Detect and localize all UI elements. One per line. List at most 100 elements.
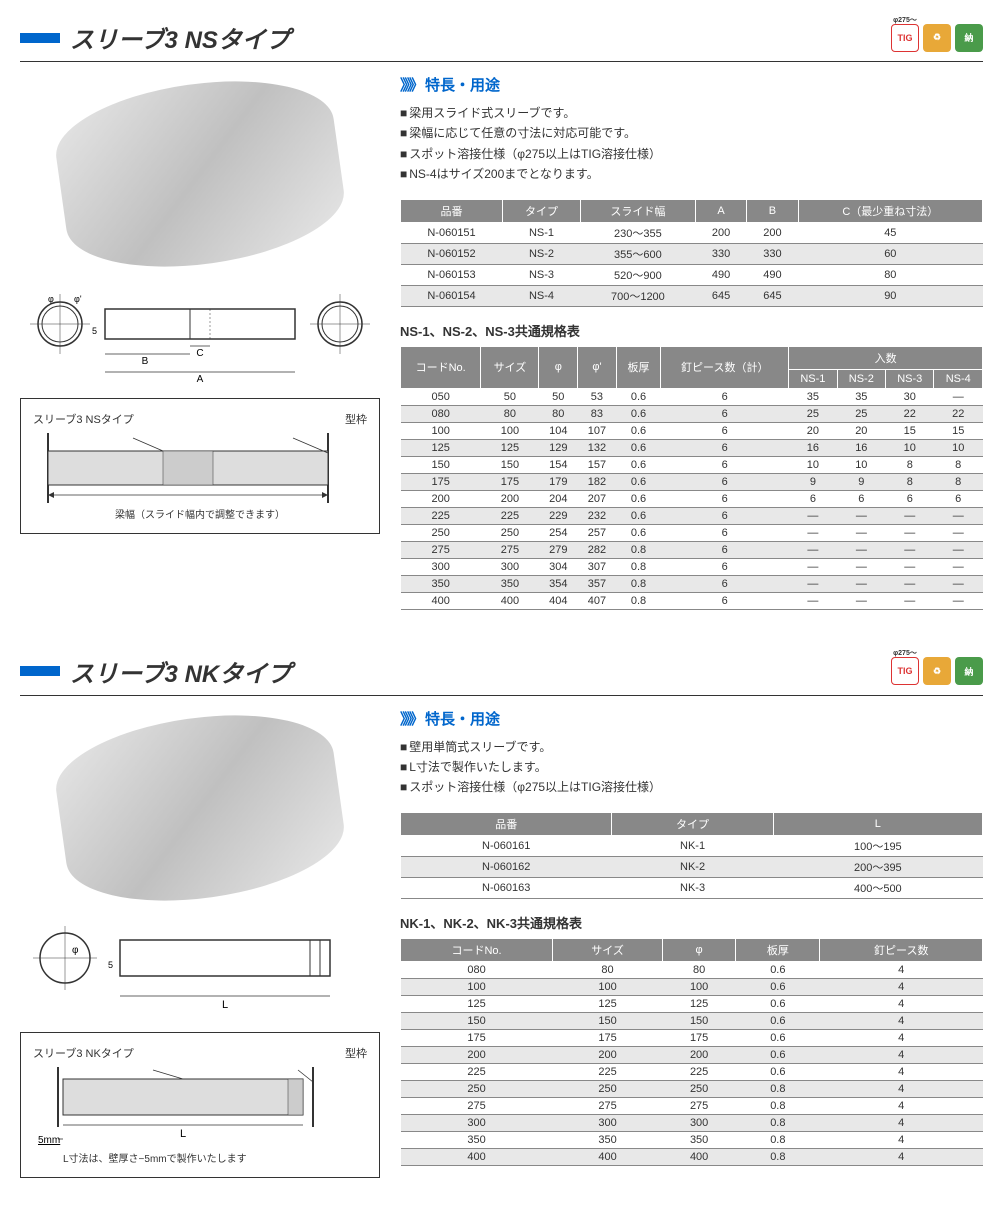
badge-icon: 納 <box>955 657 983 685</box>
table-cell: N-060163 <box>401 877 612 898</box>
table-cell: 304 <box>539 558 578 575</box>
left-column: φ L 5 スリーブ3 NKタイプ 型枠 L 5mm <box>20 708 380 1180</box>
svg-text:C: C <box>196 348 203 359</box>
table-cell: 275 <box>401 1097 553 1114</box>
table-cell: — <box>934 524 983 541</box>
table-row: 2252252250.64 <box>401 1063 983 1080</box>
table-header: φ <box>663 938 736 961</box>
spec-table-secondary: コードNo.サイズφ板厚釘ピース数08080800.641001001000.6… <box>400 938 983 1166</box>
table-header: スライド幅 <box>580 199 695 222</box>
product-photo <box>49 65 351 282</box>
table-cell: 35 <box>789 388 837 405</box>
table-row: N-060162NK-2200〜395 <box>401 856 983 877</box>
table-row: 3003003043070.86———— <box>401 558 983 575</box>
table-header: 板厚 <box>616 346 661 388</box>
table-cell: 330 <box>747 243 798 264</box>
table-cell: NS-3 <box>503 264 581 285</box>
table-cell: 150 <box>401 456 481 473</box>
table-cell: 357 <box>578 575 617 592</box>
table-cell: 330 <box>695 243 746 264</box>
table-cell: 0.8 <box>616 558 661 575</box>
table-cell: 6 <box>661 558 789 575</box>
badge-icon: TIG <box>891 24 919 52</box>
svg-text:A: A <box>197 374 204 384</box>
table-cell: 0.6 <box>616 524 661 541</box>
table-cell: 90 <box>798 285 982 306</box>
table-row: 0808080830.6625252222 <box>401 405 983 422</box>
table-cell: 400 <box>553 1148 663 1165</box>
feature-item: 壁用単筒式スリーブです。 <box>400 737 983 757</box>
table-row: 2002002000.64 <box>401 1046 983 1063</box>
table-cell: 0.6 <box>736 1029 820 1046</box>
badge-row: TIG♻納 <box>891 657 983 685</box>
table-cell: 4 <box>820 961 983 978</box>
table-header: サイズ <box>481 346 539 388</box>
accent-bar <box>20 666 60 676</box>
table-cell: 132 <box>578 439 617 456</box>
table-cell: 150 <box>401 1012 553 1029</box>
table-cell: 179 <box>539 473 578 490</box>
table-cell: 6 <box>789 490 837 507</box>
table-cell: 6 <box>661 507 789 524</box>
table-cell: 45 <box>798 222 982 243</box>
table-cell: NS-1 <box>503 222 581 243</box>
table-cell: 0.6 <box>616 490 661 507</box>
table-cell: 4 <box>820 1148 983 1165</box>
table-cell: 350 <box>401 575 481 592</box>
table-cell: 254 <box>539 524 578 541</box>
table-cell: NK-2 <box>612 856 773 877</box>
table-cell: — <box>934 507 983 524</box>
table-row: 2002002042070.666666 <box>401 490 983 507</box>
table-cell: — <box>934 592 983 609</box>
table-cell: 282 <box>578 541 617 558</box>
table-cell: 050 <box>401 388 481 405</box>
table-cell: 6 <box>661 592 789 609</box>
table-cell: 307 <box>578 558 617 575</box>
table-header: 品番 <box>401 812 612 835</box>
table-cell: N-060153 <box>401 264 503 285</box>
diagram-note: L寸法は、壁厚さ−5mmで製作いたします <box>33 1150 367 1165</box>
table-cell: 0.6 <box>616 439 661 456</box>
table-header: φ <box>539 346 578 388</box>
table-cell: 8 <box>886 456 934 473</box>
table-cell: 490 <box>695 264 746 285</box>
table-cell: 10 <box>837 456 885 473</box>
table-cell: 200 <box>695 222 746 243</box>
table-cell: 300 <box>401 1114 553 1131</box>
table-cell: 83 <box>578 405 617 422</box>
table-header: 板厚 <box>736 938 820 961</box>
diagram-frame-label: 型枠 <box>345 411 367 427</box>
table-cell: — <box>837 558 885 575</box>
table-row: N-060154NS-4700〜120064564590 <box>401 285 983 306</box>
table-header: φ' <box>578 346 617 388</box>
table-cell: 100 <box>401 422 481 439</box>
table-cell: 225 <box>553 1063 663 1080</box>
table-header: 品番 <box>401 199 503 222</box>
table-cell: 300 <box>553 1114 663 1131</box>
svg-text:5mm: 5mm <box>38 1135 60 1146</box>
table-cell: 125 <box>401 439 481 456</box>
table-row: N-060163NK-3400〜500 <box>401 877 983 898</box>
svg-text:L: L <box>180 1128 186 1140</box>
feature-item: 梁幅に応じて任意の寸法に対応可能です。 <box>400 123 983 143</box>
table-cell: 300 <box>481 558 539 575</box>
table-header: C（最少重ね寸法） <box>798 199 982 222</box>
table-cell: 0.8 <box>736 1114 820 1131</box>
table-cell: 100 <box>481 422 539 439</box>
table-cell: — <box>837 592 885 609</box>
table-cell: 10 <box>934 439 983 456</box>
feature-item: NS-4はサイズ200までとなります。 <box>400 164 983 184</box>
table-cell: 10 <box>789 456 837 473</box>
table-cell: 6 <box>661 456 789 473</box>
table-row: 2752752750.84 <box>401 1097 983 1114</box>
technical-drawing: φ L 5 <box>30 918 370 1018</box>
table-cell: 4 <box>820 1097 983 1114</box>
accent-bar <box>20 33 60 43</box>
table-row: 1751751791820.669988 <box>401 473 983 490</box>
table-cell: 4 <box>820 1012 983 1029</box>
badge-row: TIG♻納 <box>891 24 983 52</box>
table-row: N-060153NS-3520〜90049049080 <box>401 264 983 285</box>
table-cell: 175 <box>401 473 481 490</box>
table-cell: — <box>789 507 837 524</box>
table-cell: 225 <box>401 507 481 524</box>
